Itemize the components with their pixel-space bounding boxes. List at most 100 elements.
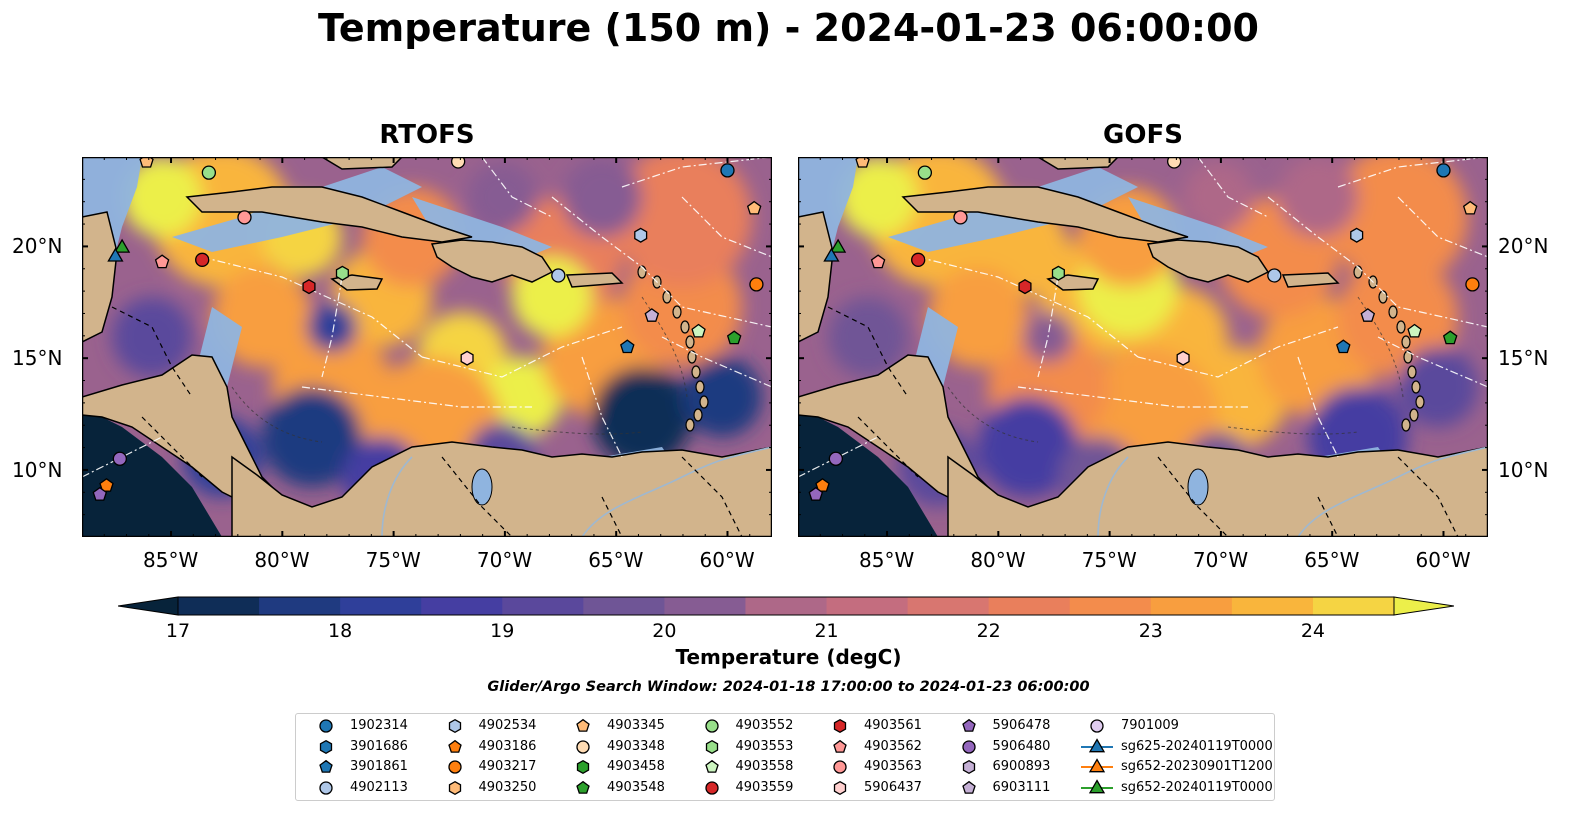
legend-marker <box>1090 719 1104 733</box>
river <box>1297 446 1488 537</box>
platform-marker-4903217 <box>1465 277 1480 292</box>
platform-marker-4903558 <box>691 323 706 338</box>
platform-marker-4903563 <box>953 210 968 225</box>
platform-marker-4903562 <box>154 254 170 269</box>
platform-marker-5906480 <box>112 451 127 466</box>
island <box>685 418 695 432</box>
legend-label: 4903186 <box>478 738 537 754</box>
colorbar-bin <box>1312 597 1395 615</box>
lon-tick-label: 75°W <box>365 548 421 572</box>
colorbar-bin <box>664 597 746 615</box>
eez-boundary <box>917 256 1139 358</box>
colorbar-bin <box>178 597 260 615</box>
legend-label: 4903562 <box>864 738 922 754</box>
eez-boundary <box>1037 276 1059 378</box>
legend: 1902314 3901686 3901861 4902113 4902534 49031… <box>295 713 1275 801</box>
legend-marker <box>833 780 847 795</box>
platform-marker-sg625-20240119T0000 <box>107 247 124 262</box>
eez-boundary <box>201 256 423 358</box>
platform-marker-sg652-20240119T0000 <box>113 238 131 253</box>
land-mass <box>1281 272 1340 288</box>
lat-tick-label-left: 20°N <box>12 234 63 259</box>
river <box>1097 456 1129 537</box>
platform-marker-4903552 <box>917 165 933 180</box>
lat-tick-label-left: 15°N <box>12 346 63 371</box>
legend-label: sg652-20230901T1200 <box>1121 759 1273 774</box>
pacific-dark-region <box>82 407 222 537</box>
colorbar-bin <box>907 597 990 615</box>
legend-marker <box>961 780 976 794</box>
platform-marker-4903559 <box>911 252 926 267</box>
platform-marker-4903186 <box>815 477 830 492</box>
platform-marker-4903548 <box>726 330 742 345</box>
eez-boundary <box>661 336 772 388</box>
platform-marker-4903348 <box>1167 157 1182 169</box>
legend-marker <box>961 718 976 732</box>
legend-label: 3901861 <box>350 759 408 774</box>
island <box>1396 320 1406 334</box>
colorbar-tick-label: 20 <box>652 620 677 642</box>
legend-label: 4903458 <box>607 759 665 774</box>
legend-label: 4903553 <box>735 738 794 754</box>
legend-marker <box>962 759 975 775</box>
lon-tick-label: 70°W <box>476 548 533 572</box>
land-mass <box>430 239 554 283</box>
legend-marker <box>704 780 719 795</box>
legend-label: 4902534 <box>478 718 537 733</box>
platform-marker-4903558 <box>1407 323 1422 338</box>
legend-label: 5906478 <box>992 718 1051 733</box>
island <box>1411 380 1421 394</box>
platform-marker-4903561 <box>302 279 316 295</box>
colorbar-bin <box>745 597 828 615</box>
platform-marker-4902534 <box>1350 227 1364 243</box>
platform-marker-4903553 <box>335 265 349 281</box>
legend-marker <box>704 759 719 773</box>
colorbar-bin <box>1069 597 1152 615</box>
lat-tick-label-left: 10°N <box>12 457 63 482</box>
legend-marker <box>447 739 462 753</box>
legend-marker <box>961 739 976 754</box>
platform-marker-5906478 <box>808 486 824 501</box>
land-mass <box>798 211 834 343</box>
lon-tick-label: 85°W <box>143 548 199 572</box>
platform-marker-1902314 <box>1436 163 1451 178</box>
platform-marker-5906480 <box>828 451 843 466</box>
river <box>381 456 413 537</box>
platform-marker-6903111 <box>644 308 660 322</box>
land-mass <box>82 211 118 343</box>
river <box>581 446 772 537</box>
platform-marker-4903553 <box>1051 265 1065 281</box>
lat-tick-label-right: 20°N <box>1498 234 1549 259</box>
land-mass <box>1146 239 1270 283</box>
platform-marker-4903548 <box>1442 330 1458 345</box>
eez-boundary <box>1137 326 1339 378</box>
land-mass <box>1036 157 1120 170</box>
platform-marker-4903217 <box>749 277 764 292</box>
legend-marker <box>1088 737 1106 752</box>
platform-marker-5906437 <box>460 350 474 366</box>
platform-marker-4902113 <box>1267 268 1282 283</box>
legend-label: 5906437 <box>864 779 922 795</box>
lon-tick-label: 60°W <box>699 548 755 572</box>
legend-label: 4903348 <box>607 738 665 754</box>
island <box>1388 305 1398 319</box>
bathymetry-contour <box>641 296 688 398</box>
eez-boundary <box>1197 157 1269 218</box>
legend-label: 4903345 <box>607 718 665 733</box>
legend-label: sg625-20240119T0000 <box>1121 738 1273 754</box>
figure-title: Temperature (150 m) - 2024-01-23 06:00:0… <box>317 6 1259 50</box>
eez-boundary <box>1267 196 1488 328</box>
island <box>1415 395 1425 409</box>
legend-marker <box>833 718 847 734</box>
island <box>687 350 697 364</box>
platform-marker-5906437 <box>1176 350 1190 366</box>
eez-boundary <box>681 196 772 258</box>
island <box>1401 335 1411 349</box>
platform-marker-4903552 <box>201 165 217 180</box>
platform-marker-3901861 <box>1336 339 1351 354</box>
legend-label: 7901009 <box>1121 718 1179 733</box>
island <box>1401 418 1411 432</box>
legend-marker <box>576 718 590 732</box>
legend-label: 4903558 <box>735 759 794 774</box>
map-frame <box>798 157 1488 537</box>
